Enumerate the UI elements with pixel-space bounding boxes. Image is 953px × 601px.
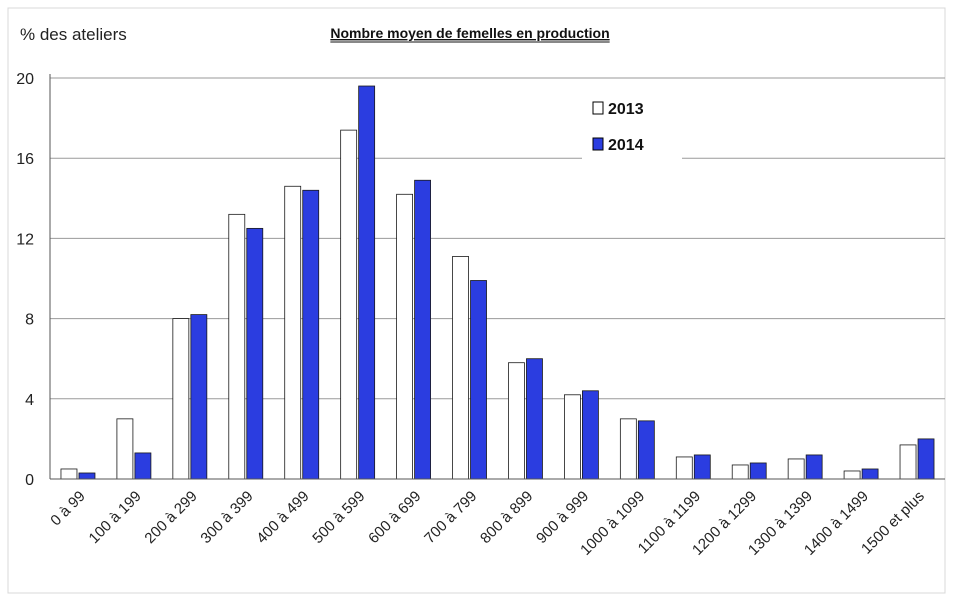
bar-2013-2 [172,318,190,480]
bar-2013-12 [731,464,749,480]
bar-2014-3 [246,227,264,480]
bar-2013-13 [787,458,805,480]
y-tick-label-4: 4 [25,392,34,409]
bar-2014-6 [414,179,431,480]
bar-2013-5 [340,129,358,480]
y-tick-label-8: 8 [25,312,34,329]
bar-2013-14 [843,470,861,480]
bar-2013-6 [396,193,413,480]
bar-2014-4 [302,189,320,480]
legend-label-2014: 2014 [608,137,644,154]
legend-swatch-2013 [592,101,604,115]
bar-2013-10 [619,418,637,480]
legend-swatch-2014 [592,137,604,151]
bar-2013-8 [508,362,525,480]
bar-2013-4 [284,185,302,480]
chart-title: Nombre moyen de femelles en production [330,25,609,41]
bar-2014-14 [861,468,879,480]
bar-2014-11 [693,454,711,480]
bar-2013-0 [60,468,78,480]
y-tick-label-0: 0 [25,472,34,489]
bar-2013-3 [228,213,246,480]
y-axis-label: % des ateliers [20,25,127,44]
bars [60,85,935,480]
axes [49,74,945,480]
legend-label-2013: 2013 [608,101,644,118]
bar-2013-11 [675,456,693,480]
bar-2013-7 [452,256,469,480]
bar-2014-2 [190,314,208,480]
bar-2014-10 [637,420,655,480]
bar-2014-0 [78,472,96,480]
bar-2014-8 [526,358,543,480]
bar-2014-1 [134,452,152,480]
bar-2014-13 [805,454,823,480]
bar-2013-15 [899,444,917,480]
bar-2014-5 [358,85,376,480]
bar-2013-9 [564,394,581,480]
bar-2013-1 [116,418,134,480]
bar-2014-9 [582,390,599,480]
y-tick-label-12: 12 [16,231,34,248]
y-tick-label-16: 16 [16,151,34,168]
bar-2014-7 [470,280,487,480]
legend: 2013 2014 [582,88,682,160]
y-tick-label-20: 20 [16,71,34,88]
y-tick-labels: 0 4 8 12 16 20 [16,71,34,489]
bar-2014-15 [917,438,935,480]
bar-2014-12 [749,462,767,480]
